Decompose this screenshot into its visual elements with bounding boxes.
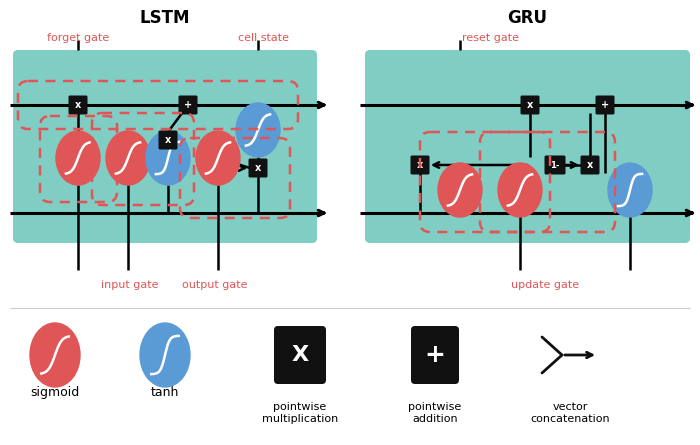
Ellipse shape	[236, 103, 280, 157]
FancyBboxPatch shape	[410, 155, 430, 174]
FancyBboxPatch shape	[13, 50, 317, 243]
Text: forget gate: forget gate	[47, 33, 109, 43]
Text: 1-: 1-	[550, 161, 560, 170]
Text: output gate: output gate	[182, 280, 248, 290]
Ellipse shape	[56, 131, 100, 185]
FancyBboxPatch shape	[596, 96, 615, 114]
FancyBboxPatch shape	[178, 96, 197, 114]
Text: x: x	[75, 100, 81, 110]
Text: reset gate: reset gate	[461, 33, 519, 43]
Ellipse shape	[146, 131, 190, 185]
FancyBboxPatch shape	[521, 96, 540, 114]
Ellipse shape	[608, 163, 652, 217]
Ellipse shape	[140, 323, 190, 387]
FancyBboxPatch shape	[158, 130, 178, 150]
Text: X: X	[291, 345, 309, 365]
Text: x: x	[417, 160, 423, 170]
Text: pointwise
multiplication: pointwise multiplication	[262, 402, 338, 425]
FancyBboxPatch shape	[411, 326, 459, 384]
Ellipse shape	[498, 163, 542, 217]
FancyBboxPatch shape	[365, 50, 690, 243]
Text: tanh: tanh	[150, 385, 179, 399]
FancyBboxPatch shape	[274, 326, 326, 384]
Text: pointwise
addition: pointwise addition	[408, 402, 461, 425]
Text: vector
concatenation: vector concatenation	[530, 402, 610, 425]
Ellipse shape	[106, 131, 150, 185]
Text: update gate: update gate	[511, 280, 579, 290]
FancyBboxPatch shape	[248, 158, 267, 178]
Text: x: x	[165, 135, 171, 145]
Text: GRU: GRU	[507, 9, 547, 27]
Text: +: +	[601, 100, 609, 110]
Text: x: x	[255, 163, 261, 173]
Ellipse shape	[30, 323, 80, 387]
Text: x: x	[527, 100, 533, 110]
Text: sigmoid: sigmoid	[30, 385, 80, 399]
Ellipse shape	[438, 163, 482, 217]
Text: LSTM: LSTM	[140, 9, 190, 27]
FancyBboxPatch shape	[580, 155, 599, 174]
Text: input gate: input gate	[102, 280, 159, 290]
FancyBboxPatch shape	[69, 96, 88, 114]
Text: +: +	[425, 343, 445, 367]
Text: cell state: cell state	[239, 33, 290, 43]
Text: +: +	[184, 100, 192, 110]
Ellipse shape	[196, 131, 240, 185]
FancyBboxPatch shape	[545, 155, 566, 174]
Text: x: x	[587, 160, 593, 170]
